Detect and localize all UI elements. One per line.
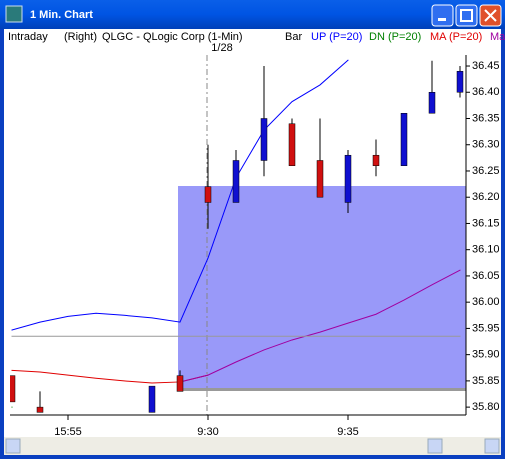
scrollbar[interactable] <box>4 437 501 455</box>
y-tick-label: 35.80 <box>472 401 500 413</box>
candle-body <box>176 375 184 392</box>
close-icon <box>484 9 497 22</box>
candle-body <box>316 160 324 198</box>
candle-body <box>260 118 268 161</box>
y-tick-label: 35.95 <box>472 322 500 334</box>
minimize-icon <box>438 18 446 21</box>
scroll-thumb[interactable] <box>427 438 443 454</box>
candle-body <box>148 385 156 413</box>
window-title: 1 Min. Chart <box>30 9 93 21</box>
y-tick-label: 36.25 <box>472 165 500 177</box>
selection-shadow <box>181 388 466 391</box>
legend-entry: MA (P=20) <box>430 31 482 43</box>
maximize-button[interactable] <box>455 4 478 27</box>
y-tick-label: 36.45 <box>472 60 500 72</box>
y-tick-label: 36.20 <box>472 191 500 203</box>
x-tick-label: 15:55 <box>54 426 82 438</box>
legend-entry: Ma <box>490 31 505 43</box>
indicator-line <box>11 59 349 331</box>
indicator-line <box>11 369 209 384</box>
app-icon[interactable] <box>5 5 23 23</box>
candle-body <box>204 186 212 203</box>
candle-body <box>36 406 44 413</box>
scroll-right[interactable] <box>484 438 500 454</box>
candle-body <box>344 154 352 203</box>
header-item: QLGC - QLogic Corp (1-Min) <box>102 31 243 43</box>
y-tick-label: 36.05 <box>472 270 500 282</box>
candle-body <box>372 154 380 166</box>
title-bar[interactable] <box>0 0 505 29</box>
candle-body <box>456 71 464 93</box>
y-tick-label: 36.40 <box>472 86 500 98</box>
y-tick-label: 36.10 <box>472 244 500 256</box>
y-tick-label: 36.00 <box>472 296 500 308</box>
y-tick-label: 36.35 <box>472 112 500 124</box>
date-annotation: 1/28 <box>211 42 232 54</box>
y-tick-label: 36.15 <box>472 217 500 229</box>
y-tick-label: 36.30 <box>472 139 500 151</box>
candle-body <box>232 160 240 203</box>
maximize-icon <box>460 9 473 22</box>
legend-entry: DN (P=20) <box>369 31 421 43</box>
scroll-left[interactable] <box>5 438 21 454</box>
legend-entry: UP (P=20) <box>311 31 362 43</box>
x-tick-label: 9:35 <box>337 426 358 438</box>
candle-body <box>288 123 296 166</box>
header-item: (Right) <box>64 31 97 43</box>
y-tick-label: 35.90 <box>472 349 500 361</box>
candle-body <box>400 113 408 166</box>
selection-box[interactable] <box>178 186 466 388</box>
y-tick-label: 35.85 <box>472 375 500 387</box>
candle-body <box>428 92 436 114</box>
candle-body <box>10 375 16 403</box>
header-item: Intraday <box>8 31 48 43</box>
x-tick-label: 9:30 <box>197 426 218 438</box>
header-item: Bar <box>285 31 302 43</box>
minimize-button[interactable] <box>431 4 454 27</box>
